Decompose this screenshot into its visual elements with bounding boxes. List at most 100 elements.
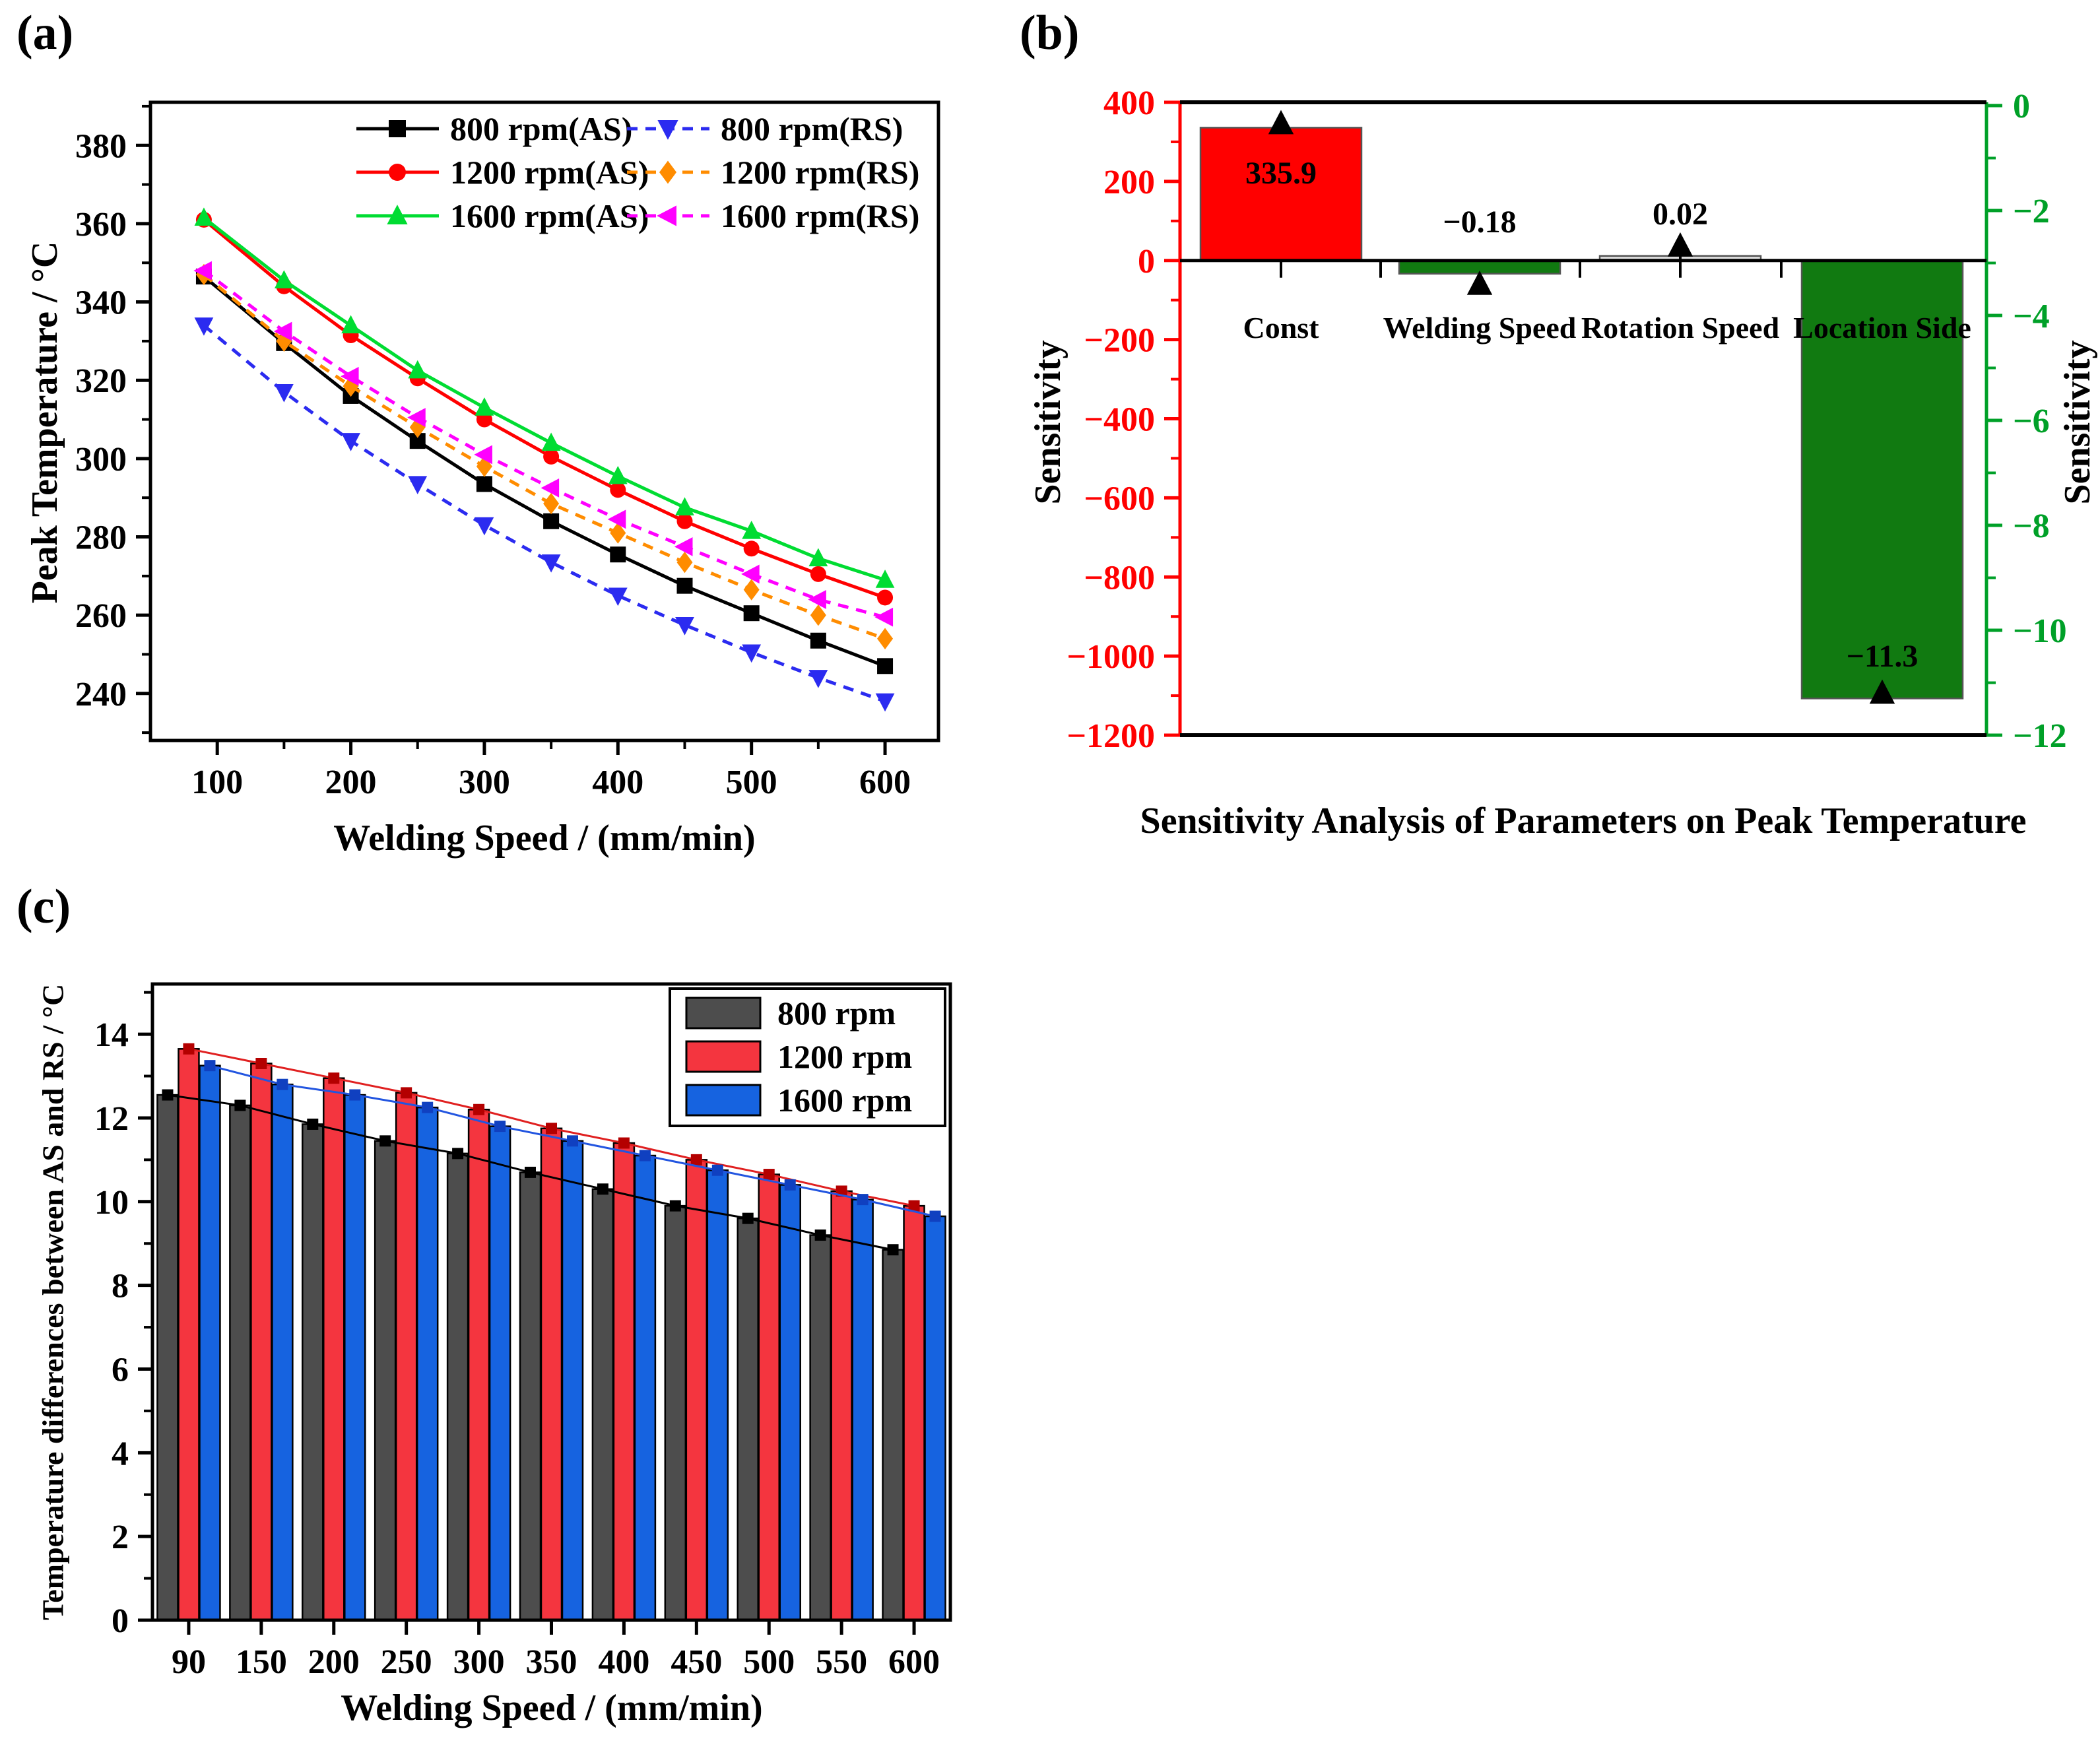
c-bar-top-marker-icon: [277, 1078, 288, 1090]
b-value-label: 0.02: [1653, 197, 1708, 232]
b-bar-const: [1199, 127, 1363, 261]
c-x-tick-label: 90: [172, 1643, 206, 1681]
b-category-label: Const: [1243, 311, 1319, 344]
a-x-tick-label: 200: [325, 764, 377, 801]
a-series-4-marker-icon: [808, 670, 828, 688]
c-bar-800-rpm: [591, 1188, 614, 1622]
c-bar-top-marker-icon: [784, 1179, 796, 1191]
c-bar-1200-rpm: [178, 1048, 200, 1622]
b-right-tick-label: −12: [2013, 717, 2067, 755]
a-y-tick-label: 380: [75, 127, 127, 165]
c-bar-top-marker-icon: [234, 1099, 246, 1111]
panel-c-x-axis-title: Welding Speed / (mm/min): [341, 1688, 763, 1728]
c-bar-800-rpm: [664, 1204, 687, 1622]
c-x-tick-label: 500: [743, 1643, 795, 1681]
c-legend-swatch-icon: [685, 1084, 762, 1117]
b-left-tick-label: 400: [1103, 84, 1155, 122]
a-series-1-marker-icon: [476, 476, 492, 492]
c-bar-top-marker-icon: [183, 1043, 195, 1055]
b-left-tick-label: −1000: [1066, 638, 1155, 676]
a-series-3-marker-icon: [341, 315, 360, 334]
c-bar-1600-rpm: [488, 1125, 511, 1622]
c-x-tick-label: 350: [526, 1643, 577, 1681]
b-right-tick-label: −4: [2013, 298, 2050, 335]
a-legend-square-icon: [389, 120, 406, 137]
a-legend-label: 800 rpm(AS): [450, 110, 632, 147]
b-left-tick-label: 0: [1138, 243, 1155, 280]
b-marker-welding-speed-icon: [1466, 270, 1493, 295]
a-legend-diamond-icon: [659, 160, 676, 184]
c-x-tick-label: 150: [236, 1643, 287, 1681]
c-bar-1200-rpm: [830, 1190, 853, 1622]
c-bar-1200-rpm: [467, 1109, 490, 1622]
c-x-tick-label: 250: [381, 1643, 432, 1681]
a-series-4-marker-icon: [875, 693, 895, 712]
a-series-4-marker-icon: [475, 517, 494, 536]
a-series-6-marker-icon: [607, 509, 626, 529]
a-series-4-marker-icon: [274, 384, 294, 403]
a-series-4-marker-icon: [194, 317, 214, 336]
a-series-5-marker-icon: [610, 522, 626, 544]
a-series-6-marker-icon: [874, 607, 894, 627]
c-bar-top-marker-icon: [162, 1089, 174, 1101]
a-series-line-1: [203, 275, 886, 668]
b-value-label: −0.18: [1443, 205, 1516, 240]
a-series-5-marker-icon: [476, 455, 492, 477]
a-y-tick-label: 280: [75, 519, 127, 557]
b-right-tick-label: −10: [2013, 612, 2067, 650]
a-series-6-marker-icon: [340, 366, 359, 386]
a-series-2-marker-icon: [877, 589, 894, 606]
b-right-tick-label: 0: [2013, 88, 2030, 125]
c-bar-800-rpm: [156, 1094, 179, 1622]
c-bar-1600-rpm: [851, 1198, 874, 1622]
a-series-2-marker-icon: [676, 513, 693, 529]
a-legend-label: 1200 rpm(AS): [450, 154, 649, 191]
a-y-tick-label: 360: [75, 206, 127, 244]
c-bar-1600-rpm: [779, 1184, 801, 1622]
a-legend-triangle-left-icon: [657, 205, 676, 226]
c-bar-1600-rpm: [271, 1083, 294, 1622]
a-series-6-marker-icon: [741, 564, 760, 584]
c-bar-800-rpm: [882, 1249, 904, 1622]
a-legend-label: 800 rpm(RS): [721, 110, 903, 147]
a-y-tick-label: 300: [75, 441, 127, 478]
c-bar-top-marker-icon: [597, 1183, 608, 1195]
c-y-tick-label: 6: [112, 1351, 129, 1389]
c-bar-top-marker-icon: [887, 1244, 899, 1256]
a-series-5-marker-icon: [676, 551, 693, 574]
a-series-1-marker-icon: [610, 546, 626, 563]
b-marker-location-side-icon: [1869, 679, 1895, 704]
a-series-3-marker-icon: [875, 570, 895, 588]
b-value-label: 335.9: [1245, 156, 1317, 191]
a-series-2-marker-icon: [743, 541, 760, 557]
a-series-6-marker-icon: [273, 321, 292, 341]
c-bar-top-marker-icon: [401, 1087, 412, 1099]
a-series-1-marker-icon: [543, 513, 560, 529]
panel-a-label: (a): [16, 6, 74, 60]
c-bar-1200-rpm: [612, 1142, 636, 1622]
c-bar-1600-rpm: [634, 1154, 657, 1622]
c-bar-top-marker-icon: [763, 1169, 775, 1181]
a-series-3-marker-icon: [675, 497, 694, 516]
c-y-tick-label: 12: [94, 1100, 129, 1138]
c-legend-label: 800 rpm: [777, 995, 896, 1032]
a-series-5-marker-icon: [543, 492, 560, 515]
c-x-tick-label: 550: [816, 1643, 867, 1681]
a-y-tick-label: 320: [75, 362, 127, 400]
a-x-tick-label: 100: [191, 764, 243, 801]
c-bar-top-marker-icon: [857, 1194, 869, 1206]
panel-b-label: (b): [1020, 6, 1080, 60]
b-bar-location-side: [1800, 259, 1964, 700]
c-bar-800-rpm: [446, 1152, 469, 1622]
c-x-tick-label: 200: [308, 1643, 360, 1681]
c-bar-1600-rpm: [706, 1169, 729, 1622]
a-series-5-marker-icon: [877, 628, 894, 649]
c-bar-800-rpm: [374, 1140, 397, 1622]
c-bar-1200-rpm: [758, 1173, 780, 1622]
c-bar-1200-rpm: [685, 1159, 708, 1622]
a-series-3-marker-icon: [274, 270, 294, 288]
a-series-4-marker-icon: [341, 433, 360, 451]
c-bar-top-marker-icon: [452, 1148, 464, 1160]
c-bar-top-marker-icon: [349, 1089, 361, 1101]
c-bar-1200-rpm: [540, 1127, 563, 1622]
